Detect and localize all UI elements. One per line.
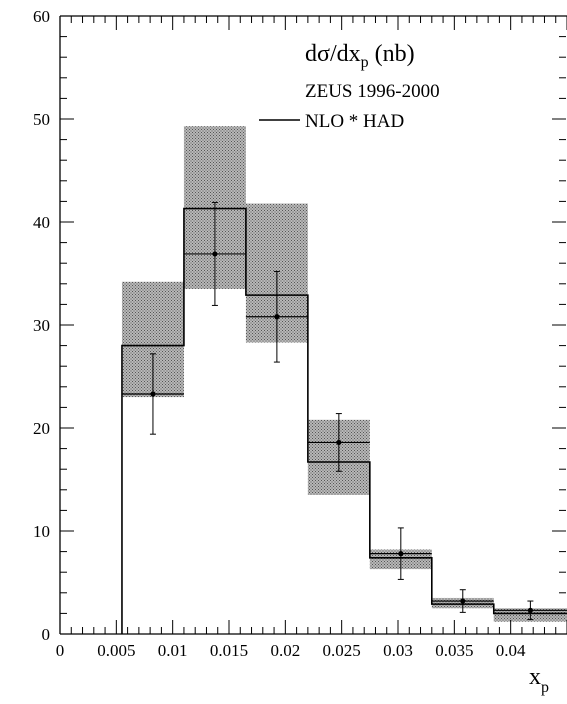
data-point-0 [150, 391, 156, 397]
y-tick-label-6: 60 [33, 7, 50, 26]
y-tick-label-1: 10 [33, 522, 50, 541]
legend-label: NLO * HAD [305, 111, 404, 132]
y-tick-label-0: 0 [42, 625, 51, 644]
tick-labels: 0 0.005 0.01 0.015 0.02 0.025 0.03 0.035 0.04 0 10… [33, 7, 526, 660]
x-tick-label-7: 0.035 [435, 641, 473, 660]
y-tick-label-3: 30 [33, 316, 50, 335]
uncertainty-bands [121, 126, 567, 622]
y-tick-label-2: 20 [33, 419, 50, 438]
x-tick-label-1: 0.005 [97, 641, 135, 660]
data-point-4 [398, 551, 404, 557]
chart-title: dσ/dxp (nb) [305, 41, 415, 71]
y-tick-label-4: 40 [33, 213, 50, 232]
x-tick-label-6: 0.03 [383, 641, 413, 660]
x-tick-label-5: 0.025 [323, 641, 361, 660]
data-point-3 [336, 439, 342, 446]
nlo-histogram-group [121, 207, 567, 634]
data-point-6 [527, 607, 533, 613]
x-tick-label-2: 0.01 [158, 641, 188, 660]
x-axis-label: xp [529, 664, 549, 696]
data-points [121, 201, 567, 621]
x-tick-label-8: 0.04 [496, 641, 526, 660]
y-tick-label-5: 50 [33, 110, 50, 129]
data-point-5 [460, 598, 466, 604]
x-tick-label-0: 0 [56, 641, 65, 660]
x-tick-label-3: 0.015 [210, 641, 248, 660]
data-point-1 [212, 251, 218, 257]
data-point-2 [274, 314, 280, 320]
x-tick-label-4: 0.02 [270, 641, 300, 660]
axis-ticks [59, 15, 567, 635]
nlo-histogram-line [121, 207, 567, 634]
chart-subtitle: ZEUS 1996-2000 [305, 81, 440, 102]
